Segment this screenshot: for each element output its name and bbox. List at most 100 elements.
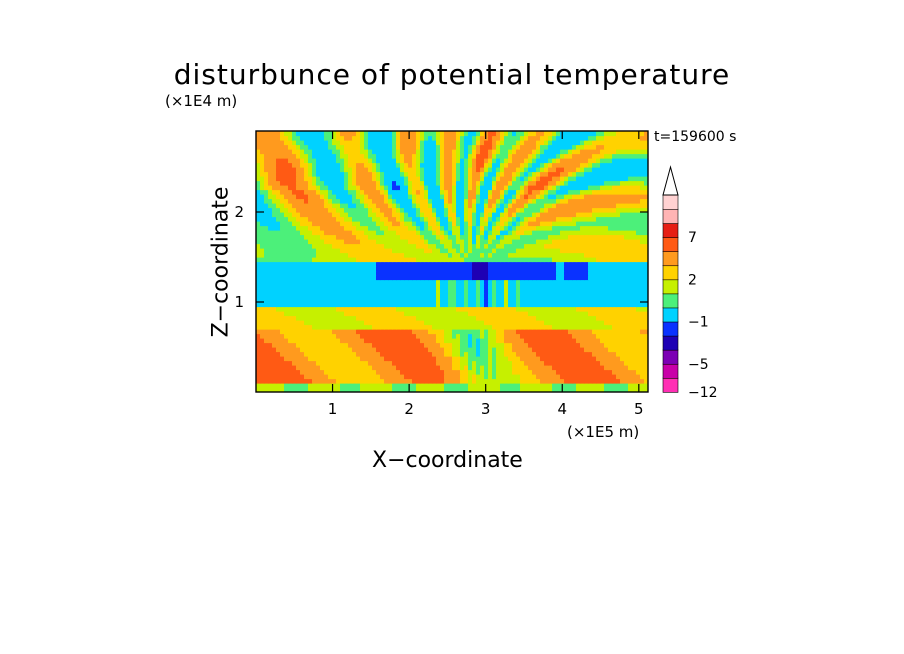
heatmap-cell (256, 243, 261, 249)
heatmap-cell (348, 225, 353, 231)
heatmap-cell (640, 279, 645, 285)
heatmap-cell (380, 167, 385, 173)
heatmap-cell (328, 378, 333, 384)
heatmap-cell (416, 369, 421, 375)
heatmap-cell (260, 279, 265, 285)
heatmap-cell (616, 261, 621, 267)
heatmap-cell (548, 288, 553, 294)
heatmap-cell (280, 293, 285, 299)
heatmap-cell (440, 171, 445, 177)
heatmap-cell (464, 275, 469, 281)
heatmap-cell (352, 302, 357, 308)
heatmap-cell (364, 279, 369, 285)
heatmap-cell (272, 297, 277, 303)
heatmap-cell (432, 338, 437, 344)
heatmap-cell (268, 329, 273, 335)
heatmap-cell (540, 266, 545, 272)
heatmap-cell (296, 279, 301, 285)
heatmap-cell (556, 288, 561, 294)
heatmap-cell (384, 293, 389, 299)
heatmap-cell (608, 230, 613, 236)
heatmap-cell (496, 306, 501, 312)
heatmap-cell (576, 189, 581, 195)
heatmap-cell (572, 243, 577, 249)
heatmap-cell (592, 162, 597, 168)
heatmap-cell (600, 248, 605, 254)
heatmap-cell (556, 270, 561, 276)
heatmap-cell (576, 180, 581, 186)
heatmap-cell (444, 162, 449, 168)
heatmap-cell (504, 302, 509, 308)
heatmap-cell (348, 360, 353, 366)
heatmap-cell (292, 230, 297, 236)
heatmap-cell (428, 351, 433, 357)
heatmap-cell (308, 320, 313, 326)
heatmap-cell (480, 279, 485, 285)
heatmap-cell (592, 171, 597, 177)
heatmap-cell (560, 329, 565, 335)
heatmap-cell (340, 338, 345, 344)
heatmap-cell (620, 333, 625, 339)
heatmap-cell (292, 275, 297, 281)
heatmap-cell (568, 198, 573, 204)
heatmap-cell (432, 257, 437, 263)
heatmap-cell (588, 297, 593, 303)
heatmap-cell (452, 387, 457, 392)
heatmap-cell (592, 212, 597, 218)
heatmap-cell (376, 351, 381, 357)
heatmap-cell (384, 351, 389, 357)
heatmap-cell (292, 189, 297, 195)
heatmap-cell (544, 167, 549, 173)
heatmap-cell (364, 221, 369, 227)
heatmap-cell (336, 288, 341, 294)
heatmap-cell (264, 288, 269, 294)
heatmap-cell (428, 369, 433, 375)
heatmap-cell (344, 360, 349, 366)
heatmap-cell (516, 257, 521, 263)
heatmap-cell (464, 338, 469, 344)
heatmap-cell (508, 338, 513, 344)
heatmap-cell (520, 203, 525, 209)
heatmap-cell (524, 297, 529, 303)
heatmap-cell (604, 315, 609, 321)
heatmap-cell (572, 320, 577, 326)
heatmap-cell (608, 216, 613, 222)
heatmap-cell (316, 162, 321, 168)
heatmap-cell (452, 185, 457, 191)
heatmap-cell (536, 297, 541, 303)
heatmap-cell (492, 162, 497, 168)
heatmap-cell (344, 324, 349, 330)
heatmap-cell (576, 185, 581, 191)
heatmap-cell (592, 351, 597, 357)
heatmap-cell (620, 369, 625, 375)
heatmap-cell (304, 167, 309, 173)
heatmap-cell (548, 225, 553, 231)
heatmap-cell (472, 387, 477, 392)
heatmap-cell (568, 333, 573, 339)
heatmap-cell (500, 320, 505, 326)
heatmap-cell (260, 374, 265, 380)
heatmap-cell (440, 297, 445, 303)
heatmap-cell (260, 239, 265, 245)
heatmap-cell (272, 162, 277, 168)
heatmap-cell (444, 284, 449, 290)
heatmap-cell (352, 230, 357, 236)
heatmap-cell (420, 338, 425, 344)
heatmap-cell (580, 315, 585, 321)
heatmap-cell (360, 279, 365, 285)
heatmap-cell (576, 162, 581, 168)
heatmap-cell (360, 194, 365, 200)
heatmap-cell (392, 252, 397, 258)
heatmap-cell (612, 306, 617, 312)
heatmap-cell (484, 275, 489, 281)
heatmap-cell (344, 162, 349, 168)
heatmap-cell (540, 347, 545, 353)
heatmap-cell (260, 248, 265, 254)
heatmap-cell (624, 333, 629, 339)
heatmap-cell (312, 180, 317, 186)
heatmap-cell (552, 338, 557, 344)
heatmap-cell (364, 171, 369, 177)
heatmap-cell (328, 243, 333, 249)
heatmap-cell (276, 207, 281, 213)
heatmap-cell (600, 230, 605, 236)
